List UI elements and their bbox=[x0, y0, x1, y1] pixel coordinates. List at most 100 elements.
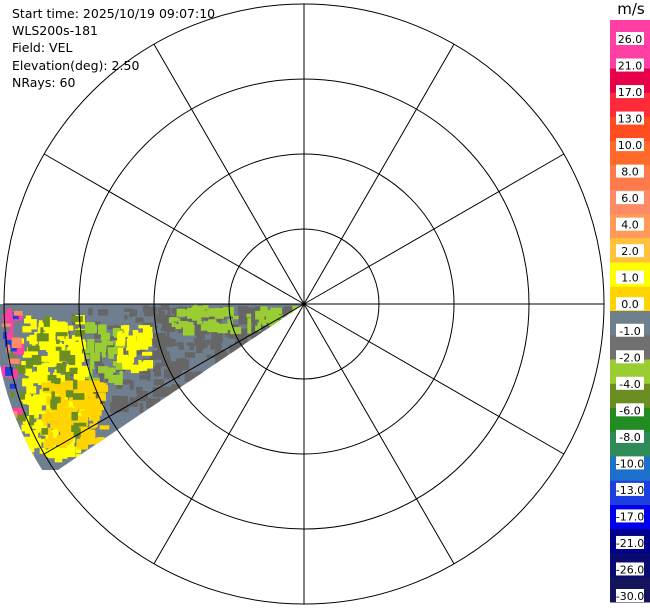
velocity-cell bbox=[84, 322, 96, 326]
velocity-cell bbox=[163, 369, 171, 379]
velocity-cell bbox=[255, 310, 265, 320]
velocity-cell bbox=[68, 343, 79, 350]
velocity-cell bbox=[214, 307, 225, 319]
velocity-cell bbox=[116, 354, 129, 363]
colorbar-label-bg bbox=[616, 535, 644, 549]
velocity-cell bbox=[97, 392, 106, 396]
velocity-cell bbox=[69, 381, 75, 387]
velocity-cell bbox=[98, 366, 109, 374]
velocity-cell bbox=[246, 313, 252, 318]
velocity-cell bbox=[214, 350, 227, 359]
colorbar-tick-label: 21.0 bbox=[618, 60, 643, 73]
colorbar-label-bg bbox=[616, 350, 644, 364]
velocity-cell bbox=[264, 349, 275, 361]
velocity-cell bbox=[71, 357, 82, 368]
velocity-cell bbox=[186, 342, 194, 346]
velocity-cell bbox=[203, 310, 210, 318]
colorbar-tick-label: 0.0 bbox=[621, 298, 639, 311]
velocity-cell bbox=[255, 334, 265, 343]
colorbar-label-bg bbox=[616, 323, 644, 337]
velocity-cell bbox=[29, 396, 39, 401]
velocity-cell bbox=[175, 324, 182, 330]
colorbar-label-bg bbox=[616, 85, 644, 99]
velocity-cell bbox=[119, 342, 124, 347]
velocity-cell bbox=[94, 342, 107, 352]
velocity-cell bbox=[97, 408, 102, 416]
velocity-cell bbox=[240, 328, 249, 335]
velocity-cell bbox=[73, 428, 81, 438]
velocity-cell bbox=[42, 392, 49, 399]
velocity-cell bbox=[205, 315, 214, 321]
velocity-cell bbox=[39, 401, 50, 406]
velocity-cell bbox=[282, 343, 288, 348]
velocity-cell bbox=[75, 454, 85, 458]
velocity-cell bbox=[104, 340, 114, 346]
velocity-cell bbox=[25, 359, 34, 369]
velocity-cell bbox=[292, 324, 297, 335]
velocity-cell bbox=[85, 324, 97, 334]
velocity-cell bbox=[50, 350, 58, 362]
velocity-cell bbox=[13, 343, 25, 355]
velocity-cell bbox=[280, 325, 287, 332]
velocity-cell bbox=[51, 417, 63, 424]
velocity-cell bbox=[178, 342, 184, 349]
velocity-cell bbox=[76, 375, 86, 381]
velocity-cell bbox=[58, 384, 66, 394]
velocity-cell bbox=[108, 336, 113, 344]
velocity-cell bbox=[124, 308, 134, 312]
velocity-cell bbox=[243, 355, 251, 361]
velocity-cell bbox=[156, 397, 161, 408]
velocity-cell bbox=[72, 380, 78, 390]
velocity-cell bbox=[277, 354, 285, 361]
velocity-cell bbox=[33, 371, 41, 378]
velocity-cell bbox=[184, 352, 196, 358]
velocity-cell bbox=[108, 350, 114, 359]
velocity-cell bbox=[80, 410, 88, 414]
velocity-cell bbox=[60, 429, 65, 440]
velocity-cell bbox=[206, 339, 211, 345]
velocity-cell bbox=[265, 355, 277, 364]
velocity-cell bbox=[22, 351, 33, 358]
velocity-cell bbox=[190, 327, 201, 336]
velocity-cell bbox=[255, 325, 261, 332]
velocity-cell bbox=[84, 402, 90, 410]
velocity-cell bbox=[22, 326, 32, 333]
elevation-text: Elevation(deg): 2.50 bbox=[12, 57, 140, 73]
azimuth-line bbox=[303, 153, 565, 305]
colorbar-label-bg bbox=[616, 111, 644, 125]
velocity-cell bbox=[54, 357, 63, 366]
velocity-cell bbox=[248, 326, 257, 338]
velocity-cell bbox=[158, 314, 170, 321]
velocity-cell bbox=[160, 327, 166, 331]
velocity-cell bbox=[116, 341, 122, 346]
velocity-cell bbox=[24, 367, 29, 376]
velocity-cell bbox=[43, 362, 56, 368]
velocity-cell bbox=[208, 319, 217, 329]
velocity-cell bbox=[138, 325, 151, 329]
velocity-cell bbox=[143, 367, 147, 375]
velocity-cell bbox=[163, 351, 170, 357]
velocity-cell bbox=[43, 416, 47, 427]
velocity-cell bbox=[22, 394, 32, 403]
velocity-cell bbox=[177, 366, 183, 374]
velocity-cell bbox=[255, 306, 261, 314]
velocity-cell bbox=[55, 332, 68, 337]
velocity-cell bbox=[83, 416, 88, 422]
velocity-cell bbox=[49, 326, 57, 332]
velocity-cell bbox=[227, 319, 233, 330]
velocity-cell bbox=[68, 408, 79, 412]
field-text: Field: VEL bbox=[12, 40, 73, 56]
velocity-cell bbox=[177, 371, 181, 376]
velocity-cell bbox=[124, 315, 128, 320]
velocity-cell bbox=[52, 447, 63, 455]
velocity-cell bbox=[29, 415, 35, 426]
velocity-cell bbox=[102, 349, 112, 355]
velocity-cell bbox=[281, 352, 294, 359]
velocity-cell bbox=[248, 345, 257, 350]
velocity-cell bbox=[239, 355, 243, 366]
velocity-cell bbox=[65, 372, 70, 381]
velocity-cell bbox=[252, 333, 262, 342]
nrays-text: NRays: 60 bbox=[12, 74, 76, 90]
velocity-cell bbox=[231, 357, 238, 361]
